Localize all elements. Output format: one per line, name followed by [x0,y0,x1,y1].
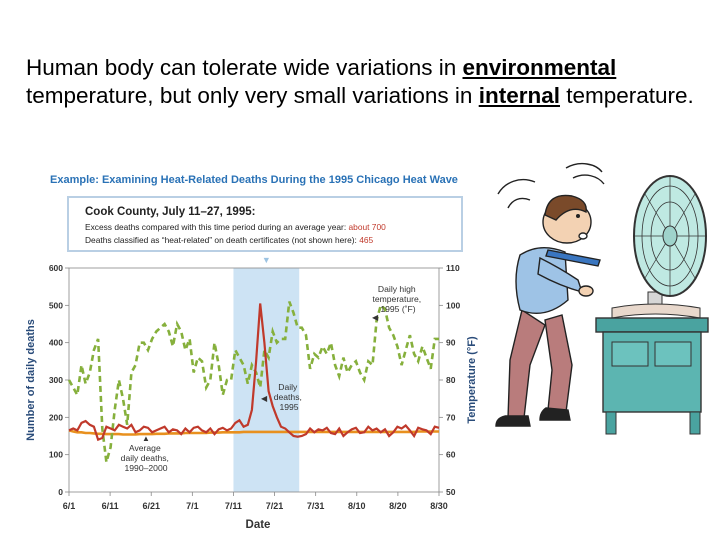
left-tick-label: 600 [49,263,63,273]
heatwave-band [233,268,300,492]
left-tick-label: 200 [49,412,63,422]
left-tick-label: 400 [49,338,63,348]
right-tick-label: 80 [446,375,456,385]
temperature-line [67,301,439,463]
info-box-heading: Cook County, July 11–27, 1995: [85,206,255,218]
heatwave-marker-icon: ▼ [262,255,271,265]
x-tick-label: 7/31 [307,501,325,511]
average-deaths-line [68,429,439,436]
man-fan-illustration [495,162,709,435]
left-tick-label: 0 [58,487,63,497]
excess-deaths-value: about 700 [349,222,387,232]
info-box-line-2: Deaths classified as “heat-related” on d… [85,235,374,245]
left-axis-title: Number of daily deaths [25,319,37,441]
x-tick-label: 6/21 [142,501,160,511]
x-axis: 6/1 6/11 6/21 7/1 7/11 7/21 7/31 8/10 8/20 8/30 [63,492,448,511]
heat-related-deaths-value: 465 [359,235,373,245]
table-icon [595,317,709,435]
x-tick-label: 8/20 [389,501,407,511]
man-icon [495,194,601,427]
headline-part-2: temperature, but only very small variati… [26,83,479,108]
right-tick-label: 60 [446,450,456,460]
left-tick-label: 300 [49,375,63,385]
right-tick-label: 70 [446,412,456,422]
right-tick-label: 110 [446,263,460,273]
heat-wave-figure: Example: Examining Heat-Related Deaths D… [25,162,709,531]
annotation-deaths-arrow-icon: ◀ [261,394,268,403]
left-axis: 0 100 200 300 400 500 600 [49,263,69,497]
headline: Human body can tolerate wide variations … [26,54,706,110]
info-box [67,196,463,252]
x-tick-label: 6/1 [63,501,76,511]
wind-lines-icon [497,162,605,209]
right-axis: 50 60 70 80 90 100 110 [439,263,460,497]
annotation-deaths: Daily deaths, 1995 [274,382,305,412]
right-axis-title: Temperature (°F) [466,336,478,424]
right-tick-label: 100 [446,300,460,310]
x-tick-label: 7/11 [225,501,242,511]
x-tick-label: 7/21 [266,501,284,511]
annotation-average: Average daily deaths, 1990–2000 [121,443,172,473]
right-tick-label: 90 [446,338,456,348]
annotation-temperature-arrow-icon: ◀ [372,313,379,322]
left-tick-label: 500 [49,300,63,310]
headline-part-3: temperature. [559,83,694,108]
fan-icon [611,175,707,319]
figure-title: Example: Examining Heat-Related Deaths D… [50,174,458,186]
info-box-line-1: Excess deaths compared with this time pe… [85,222,386,232]
keyword-internal: internal [478,83,560,108]
keyword-environmental: environmental [462,55,617,80]
x-tick-label: 7/1 [186,501,199,511]
x-tick-label: 8/10 [348,501,366,511]
annotation-temperature: Daily high temperature, 1995 (˚F) [372,284,423,314]
x-tick-label: 6/11 [102,501,119,511]
daily-deaths-line [68,303,440,442]
headline-part-1: Human body can tolerate wide variations … [26,55,463,80]
x-tick-label: 8/30 [430,501,448,511]
x-axis-title: Date [246,519,271,531]
right-tick-label: 50 [446,487,456,497]
left-tick-label: 100 [49,450,63,460]
annotation-average-arrow-icon: ▲ [142,434,150,443]
